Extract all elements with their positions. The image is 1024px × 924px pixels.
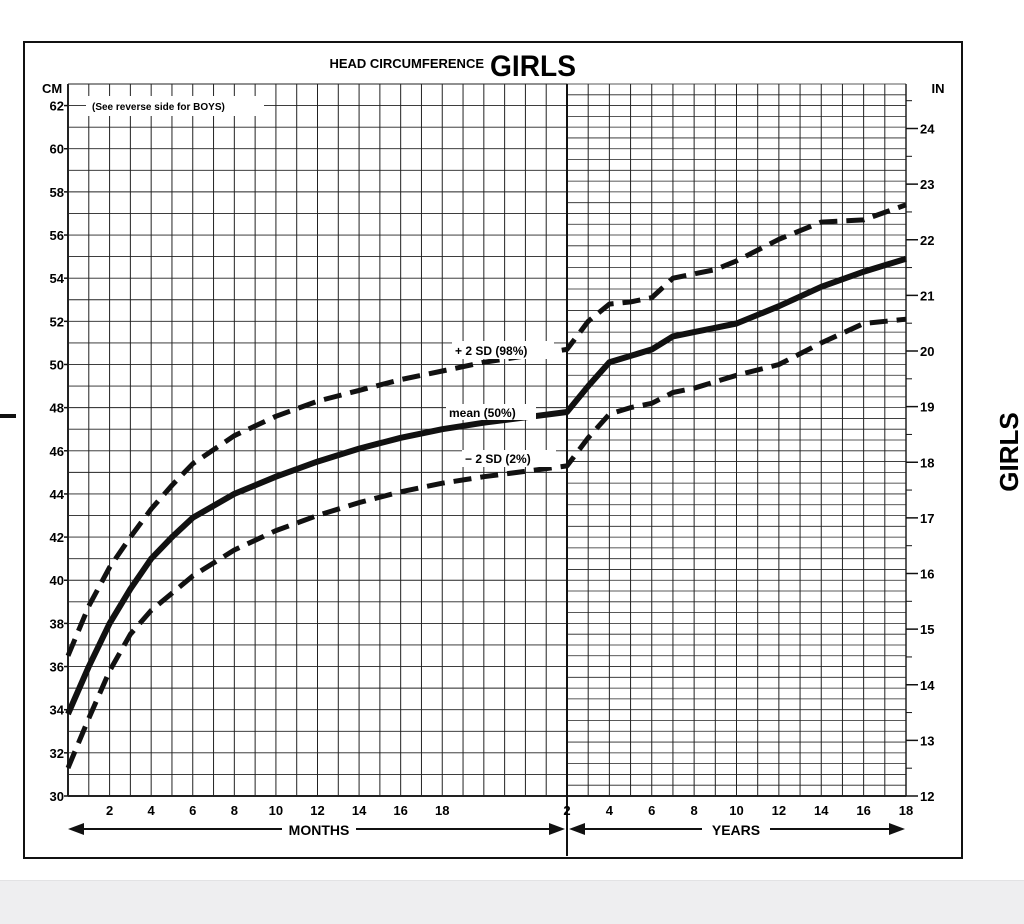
year-tick-label: 8 bbox=[691, 803, 698, 818]
label-bg-mean bbox=[446, 404, 536, 420]
in-tick-label: 24 bbox=[920, 122, 935, 137]
note-box bbox=[86, 96, 264, 116]
month-tick-label: 14 bbox=[352, 803, 367, 818]
in-tick-label: 20 bbox=[920, 344, 934, 359]
months-arrow-right-head bbox=[549, 823, 565, 835]
cm-tick-label: 42 bbox=[50, 530, 64, 545]
bottom-axis-ticks: 2 4 6 8 10 12 14 16 18 2 4 6 8 10 12 14 16 18 bbox=[106, 803, 913, 818]
month-tick-label: 10 bbox=[269, 803, 283, 818]
right-unit-label: IN bbox=[932, 81, 945, 96]
chart-frame bbox=[23, 41, 963, 859]
cm-tick-label: 44 bbox=[50, 487, 65, 502]
years-axis-label: YEARS bbox=[712, 822, 760, 838]
years-arrow: YEARS bbox=[569, 822, 905, 838]
right-axis-ticks: 12 13 14 15 16 17 18 19 20 21 22 23 24 bbox=[906, 100, 935, 804]
minus-2sd-label: − 2 SD (2%) bbox=[465, 452, 531, 466]
month-tick-label: 18 bbox=[435, 803, 449, 818]
in-tick-label: 23 bbox=[920, 177, 934, 192]
in-tick-label: 21 bbox=[920, 288, 934, 303]
year-tick-label: 14 bbox=[814, 803, 829, 818]
cm-tick-label: 52 bbox=[50, 314, 64, 329]
cm-tick-label: 62 bbox=[50, 99, 64, 114]
label-bg-plus bbox=[452, 341, 554, 359]
chart-title-big: GIRLS bbox=[490, 50, 576, 83]
mean-label: mean (50%) bbox=[449, 406, 516, 420]
month-tick-label: 12 bbox=[310, 803, 324, 818]
month-tick-label: 2 bbox=[106, 803, 113, 818]
years-arrow-right-head bbox=[889, 823, 905, 835]
series-line-0 bbox=[65, 202, 907, 657]
years-arrow-left-head bbox=[569, 823, 585, 835]
year-tick-label: 4 bbox=[606, 803, 614, 818]
month-tick-label: 8 bbox=[231, 803, 238, 818]
year-tick-label: 12 bbox=[772, 803, 786, 818]
months-axis-label: MONTHS bbox=[289, 822, 350, 838]
cm-tick-label: 56 bbox=[50, 228, 64, 243]
cm-tick-label: 32 bbox=[50, 746, 64, 761]
in-tick-label: 14 bbox=[920, 678, 935, 693]
viewer-footer-bar bbox=[0, 880, 1024, 924]
side-girls-label: GIRLS bbox=[994, 412, 1024, 491]
cm-tick-label: 38 bbox=[50, 616, 64, 631]
months-arrow-left-head bbox=[68, 823, 84, 835]
series-lines bbox=[65, 202, 907, 769]
year-tick-label: 10 bbox=[729, 803, 743, 818]
cm-tick-label: 46 bbox=[50, 444, 64, 459]
in-tick-label: 16 bbox=[920, 567, 934, 582]
chart-title-small: HEAD CIRCUMFERENCE bbox=[329, 56, 484, 71]
left-axis-ticks: 30 32 34 36 38 40 42 44 46 48 50 52 54 56 58 60 62 bbox=[50, 99, 68, 804]
month-tick-label: 6 bbox=[189, 803, 196, 818]
cm-tick-label: 36 bbox=[50, 660, 64, 675]
in-tick-label: 18 bbox=[920, 455, 934, 470]
in-tick-label: 22 bbox=[920, 233, 934, 248]
edge-mark bbox=[0, 414, 16, 418]
series-line-2 bbox=[65, 316, 907, 769]
reverse-side-note: (See reverse side for BOYS) bbox=[92, 102, 225, 113]
cm-tick-label: 58 bbox=[50, 185, 64, 200]
series-line-1 bbox=[65, 255, 907, 716]
month-tick-label: 16 bbox=[393, 803, 407, 818]
cm-tick-label: 50 bbox=[50, 357, 64, 372]
in-tick-label: 12 bbox=[920, 789, 934, 804]
cm-tick-label: 40 bbox=[50, 573, 64, 588]
year-tick-label: 18 bbox=[899, 803, 913, 818]
cm-tick-label: 60 bbox=[50, 142, 64, 157]
cm-tick-label: 54 bbox=[50, 271, 65, 286]
year-tick-label: 2 bbox=[563, 803, 570, 818]
in-tick-label: 17 bbox=[920, 511, 934, 526]
year-tick-label: 16 bbox=[856, 803, 870, 818]
plus-2sd-label: + 2 SD (98%) bbox=[455, 344, 527, 358]
curve-labels: + 2 SD (98%) mean (50%) − 2 SD (2%) bbox=[446, 341, 556, 467]
grid bbox=[67, 83, 907, 856]
cm-tick-label: 34 bbox=[50, 703, 65, 718]
in-tick-label: 13 bbox=[920, 733, 934, 748]
label-bg-minus bbox=[462, 450, 556, 467]
cm-tick-label: 48 bbox=[50, 401, 64, 416]
in-tick-label: 15 bbox=[920, 622, 934, 637]
month-tick-label: 4 bbox=[148, 803, 156, 818]
in-tick-label: 19 bbox=[920, 400, 934, 415]
months-arrow: MONTHS bbox=[68, 822, 565, 838]
year-tick-label: 6 bbox=[648, 803, 655, 818]
cm-tick-label: 30 bbox=[50, 789, 64, 804]
left-unit-label: CM bbox=[42, 81, 62, 96]
